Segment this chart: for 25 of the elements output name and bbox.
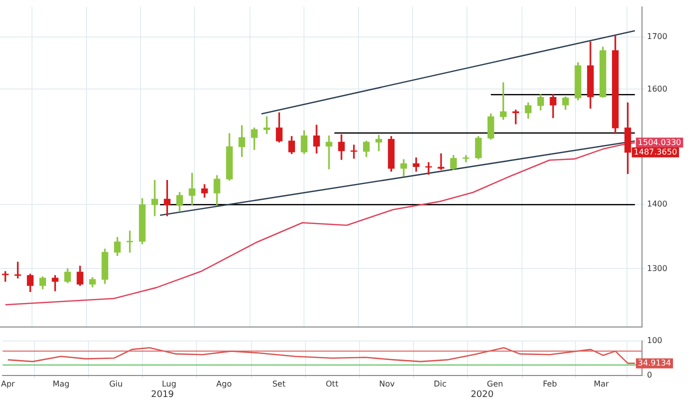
x-tick-label: Nov [379,379,396,388]
x-tick-label: Giu [109,379,123,388]
x-tick-label: Mag [52,379,70,388]
y-tick-label: 1600 [647,84,668,94]
y-tick-label: 100 [647,336,662,345]
x-tick-label: Apr [1,379,16,388]
x-tick-label: Ott [326,379,338,388]
x-tick-label: Dic [434,379,446,388]
text: 2019 [151,390,174,400]
data-label: 1504.0330 [638,138,682,147]
data-label: 34.9134 [638,358,672,368]
annotation: 1487.3650 [634,147,678,156]
candlestick [326,136,332,170]
x-tick-label: Set [272,379,286,388]
y-tick-label: 0 [647,370,652,380]
x-tick-label: Mar [594,379,610,388]
x-tick-label: Gen [486,379,504,388]
x-tick-label: Feb [542,379,557,388]
y-tick-label: 1300 [647,264,668,273]
x-tick-label: Lug [162,379,176,388]
candlestick [188,172,196,205]
y-tick-label: 1700 [647,32,668,41]
text: 2020 [470,390,494,400]
x-tick-label: Ago [216,379,232,388]
y-tick-label: 1400 [647,200,668,209]
